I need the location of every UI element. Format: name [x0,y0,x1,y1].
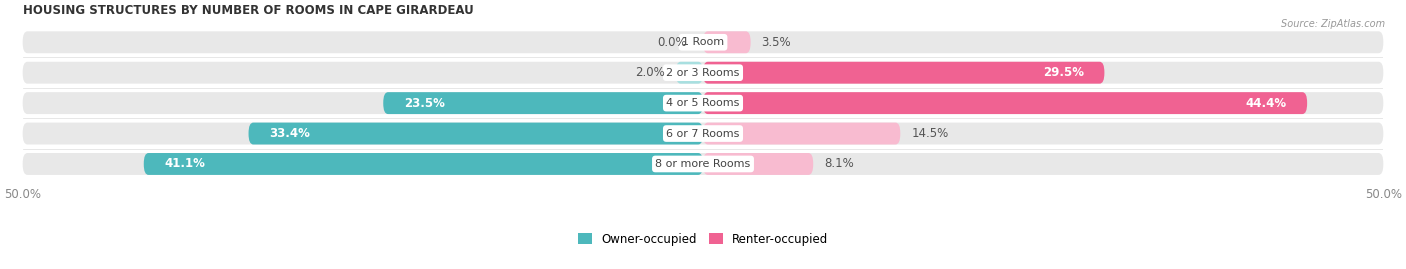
Text: 4 or 5 Rooms: 4 or 5 Rooms [666,98,740,108]
Text: 14.5%: 14.5% [911,127,949,140]
Text: Source: ZipAtlas.com: Source: ZipAtlas.com [1281,19,1385,29]
Text: 1 Room: 1 Room [682,37,724,47]
FancyBboxPatch shape [22,31,1384,53]
Text: 2.0%: 2.0% [636,66,665,79]
Text: 44.4%: 44.4% [1246,97,1286,110]
Text: 8 or more Rooms: 8 or more Rooms [655,159,751,169]
FancyBboxPatch shape [676,62,703,84]
FancyBboxPatch shape [22,92,1384,114]
Text: HOUSING STRUCTURES BY NUMBER OF ROOMS IN CAPE GIRARDEAU: HOUSING STRUCTURES BY NUMBER OF ROOMS IN… [22,4,474,17]
Text: 29.5%: 29.5% [1043,66,1084,79]
Text: 33.4%: 33.4% [269,127,309,140]
FancyBboxPatch shape [22,153,1384,175]
FancyBboxPatch shape [703,92,1308,114]
FancyBboxPatch shape [384,92,703,114]
FancyBboxPatch shape [703,153,813,175]
Text: 3.5%: 3.5% [762,36,792,49]
FancyBboxPatch shape [249,123,703,144]
Text: 0.0%: 0.0% [657,36,686,49]
Text: 41.1%: 41.1% [165,157,205,171]
FancyBboxPatch shape [22,62,1384,84]
FancyBboxPatch shape [143,153,703,175]
Text: 23.5%: 23.5% [404,97,444,110]
FancyBboxPatch shape [703,62,1104,84]
FancyBboxPatch shape [703,123,900,144]
Text: 2 or 3 Rooms: 2 or 3 Rooms [666,68,740,78]
Legend: Owner-occupied, Renter-occupied: Owner-occupied, Renter-occupied [578,233,828,246]
FancyBboxPatch shape [22,123,1384,144]
Text: 6 or 7 Rooms: 6 or 7 Rooms [666,129,740,139]
Text: 8.1%: 8.1% [824,157,853,171]
FancyBboxPatch shape [703,31,751,53]
